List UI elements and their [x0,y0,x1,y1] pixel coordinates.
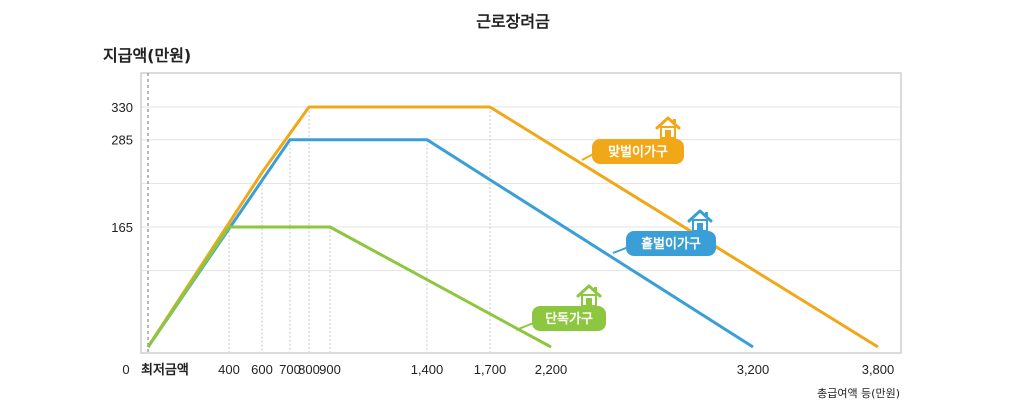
series-label-dual_earner: 맞벌이가구 [581,116,684,164]
chart-title: 근로장려금 [476,12,550,31]
x-tick-label-1400: 1,400 [411,362,444,377]
series-line-dual_earner [146,105,879,349]
house-icon [576,284,602,307]
plot-frame [140,72,902,354]
x-tick-label-400: 400 [218,362,240,377]
origin-label: 0 [122,362,129,377]
minimum-amount-label: 최저금액 [141,363,189,378]
series-line-single [146,225,552,349]
y-tick-label-330: 330 [111,100,133,115]
series-label-single_earner: 홑벌이가구 [612,209,716,256]
x-tick-label-3200: 3,200 [737,362,770,377]
series-label-text: 홑벌이가구 [641,236,701,252]
x-axis-label: 총급여액 등(만원) [817,387,900,400]
x-tick-label-3800: 3,800 [862,362,895,377]
series-lines [146,105,879,349]
series-label-bubble [626,231,716,256]
series-label-text: 단독가구 [545,311,593,327]
x-guide-lines [228,107,491,352]
series-labels: 단독가구 홑벌이가구 맞벌이가구 [515,116,716,331]
y-axis-label: 지급액(만원) [103,46,191,65]
series-label-text: 맞벌이가구 [608,144,668,160]
y-tick-label-165: 165 [111,220,133,235]
series-label-single: 단독가구 [515,284,606,331]
house-icon [655,116,681,139]
y-tick-labels: 165 285 330 [111,100,133,235]
series-label-bubble [592,139,684,164]
x-tick-label-800: 800 [298,362,320,377]
x-tick-label-600: 600 [251,362,273,377]
series-label-bubble [532,306,606,331]
x-tick-label-1700: 1,700 [474,362,507,377]
x-tick-label-2200: 2,200 [535,362,568,377]
x-tick-label-700: 700 [279,362,301,377]
y-tick-label-285: 285 [111,133,133,148]
house-icon [687,209,713,232]
x-tick-label-900: 900 [319,362,341,377]
